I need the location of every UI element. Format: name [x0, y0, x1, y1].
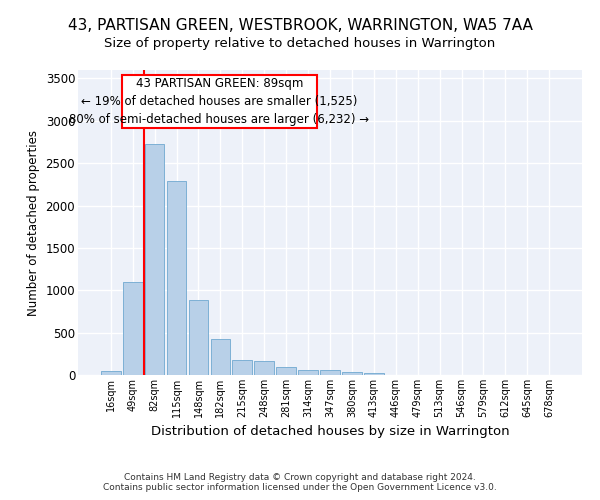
- Bar: [123, 282, 143, 375]
- FancyBboxPatch shape: [122, 75, 317, 128]
- Bar: [254, 362, 274, 375]
- X-axis label: Distribution of detached houses by size in Warrington: Distribution of detached houses by size …: [151, 426, 509, 438]
- Bar: [101, 371, 121, 375]
- Bar: [342, 372, 362, 375]
- Text: 43 PARTISAN GREEN: 89sqm
← 19% of detached houses are smaller (1,525)
80% of sem: 43 PARTISAN GREEN: 89sqm ← 19% of detach…: [69, 77, 370, 126]
- Y-axis label: Number of detached properties: Number of detached properties: [27, 130, 40, 316]
- Text: 43, PARTISAN GREEN, WESTBROOK, WARRINGTON, WA5 7AA: 43, PARTISAN GREEN, WESTBROOK, WARRINGTO…: [68, 18, 532, 32]
- Bar: [298, 370, 318, 375]
- Bar: [364, 373, 384, 375]
- Bar: [145, 144, 164, 375]
- Bar: [211, 338, 230, 375]
- Bar: [320, 370, 340, 375]
- Bar: [167, 181, 187, 375]
- Bar: [232, 360, 252, 375]
- Text: Contains HM Land Registry data © Crown copyright and database right 2024.
Contai: Contains HM Land Registry data © Crown c…: [103, 473, 497, 492]
- Text: Size of property relative to detached houses in Warrington: Size of property relative to detached ho…: [104, 38, 496, 51]
- Bar: [276, 367, 296, 375]
- Bar: [188, 300, 208, 375]
